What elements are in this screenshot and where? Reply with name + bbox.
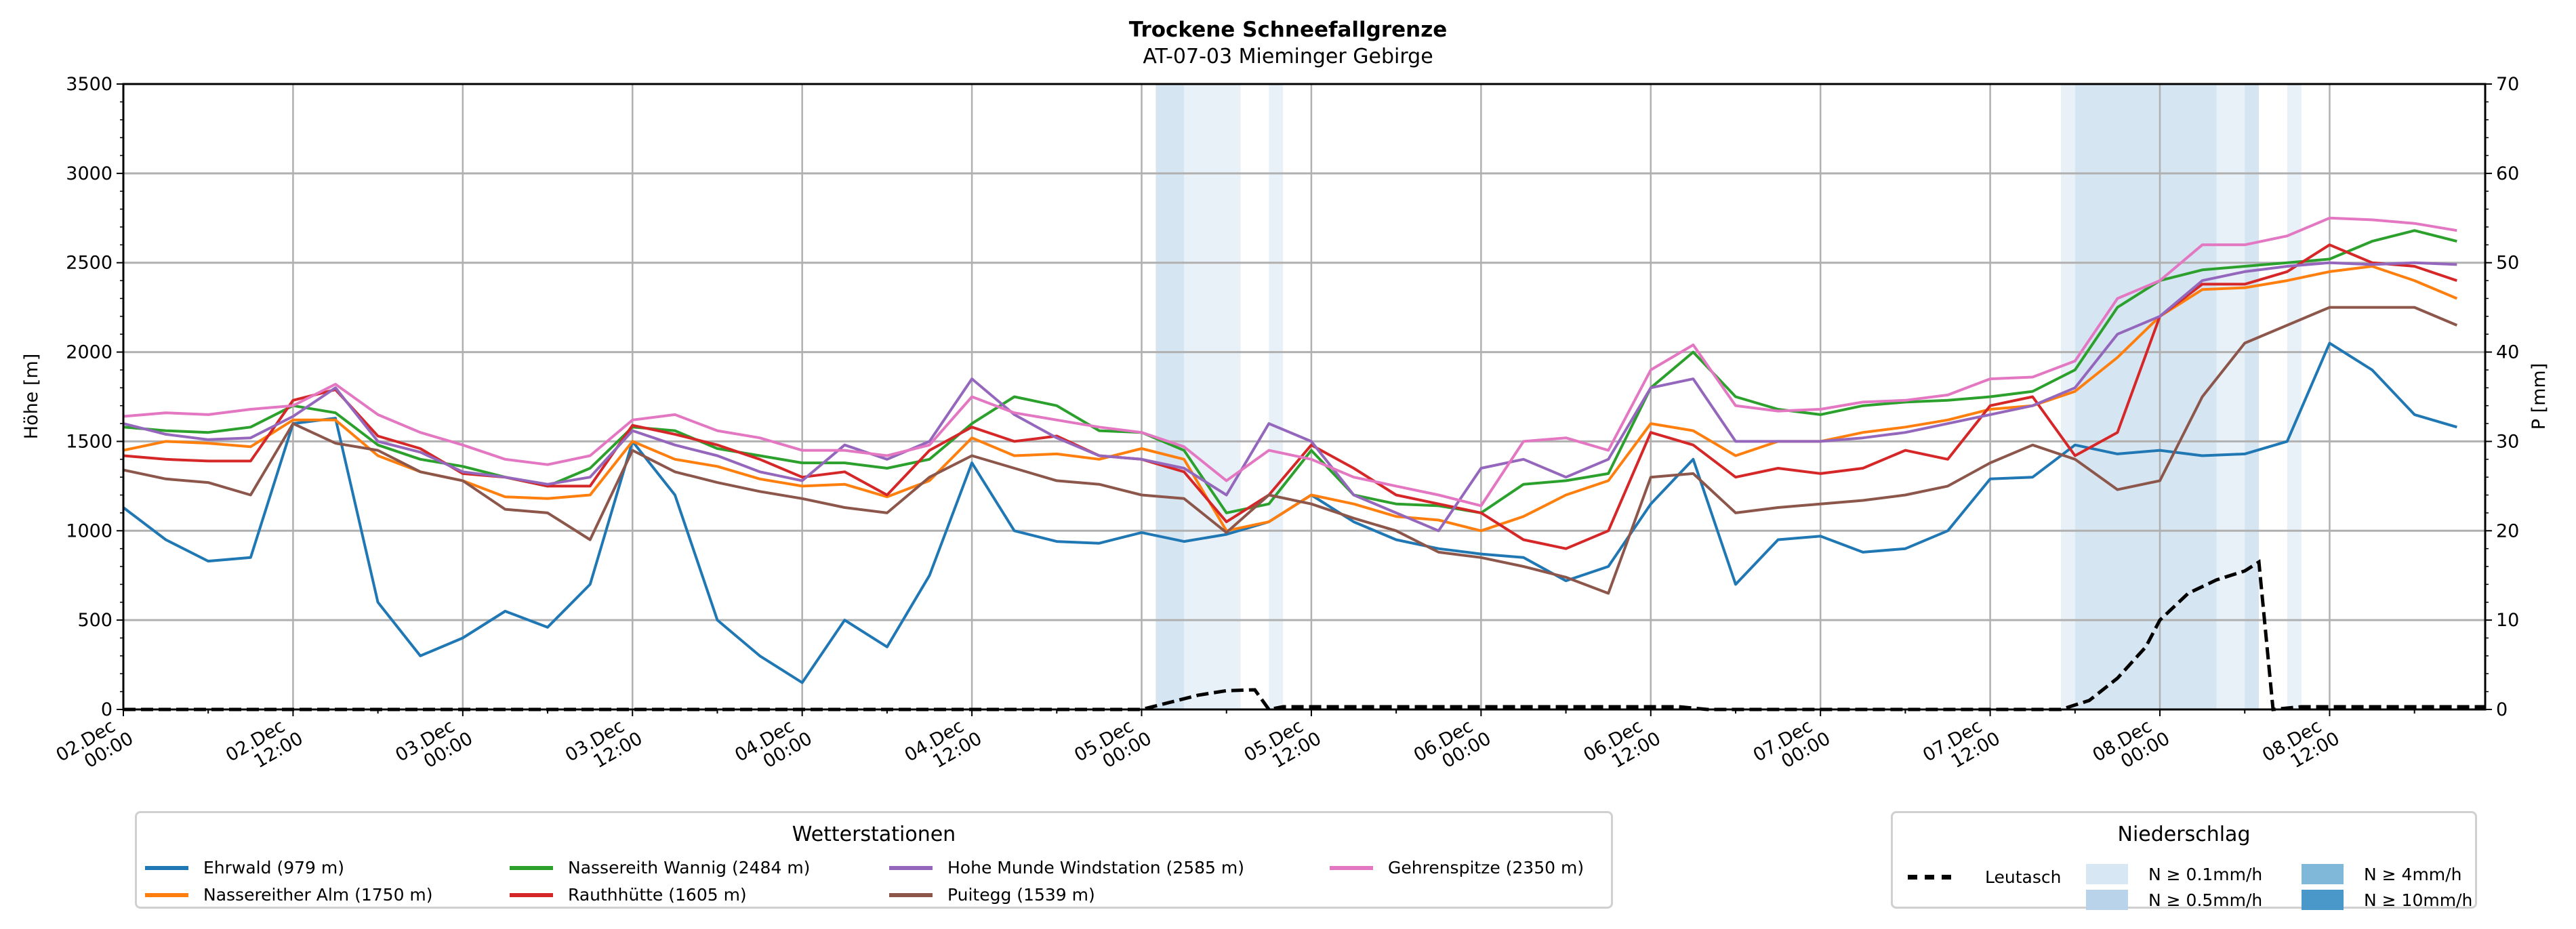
legend-label: Nassereither Alm (1750 m) <box>203 885 433 905</box>
series-line-1 <box>123 265 2458 533</box>
line-swatch-icon <box>889 892 933 897</box>
dashed-line-icon <box>1908 875 1951 880</box>
precip-band <box>2074 84 2217 709</box>
legend-item-station-5: Puitegg (1539 m) <box>889 885 1095 905</box>
legend-label: N ≥ 0.5mm/h <box>2148 890 2263 910</box>
precip-band <box>2216 84 2245 709</box>
legend-label: Ehrwald (979 m) <box>203 858 344 878</box>
y-tick-label: 0 <box>101 699 113 720</box>
y-right-tick-label: 60 <box>2496 163 2519 184</box>
precip-legend-title: Niederschlag <box>2117 823 2251 846</box>
legend-label: Gehrenspitze (2350 m) <box>1388 858 1585 878</box>
precip-band <box>1156 84 1185 709</box>
legend-item-station-3: Rauthhütte (1605 m) <box>510 885 747 905</box>
color-swatch <box>2086 890 2128 910</box>
series-line-4 <box>123 261 2457 533</box>
precip-band <box>1184 84 1241 709</box>
legend-item-station-1: Nassereither Alm (1750 m) <box>145 885 433 905</box>
y-right-tick-label: 0 <box>2496 699 2508 720</box>
line-swatch-icon <box>889 865 933 870</box>
legend-label: Rauthhütte (1605 m) <box>568 885 747 905</box>
y-axis-label: Höhe [m] <box>21 354 42 440</box>
y-right-tick-label: 70 <box>2496 74 2519 95</box>
y-axis-label-right: P [mm] <box>2529 363 2550 430</box>
precip-band <box>2245 84 2260 709</box>
legend-item-leutasch: Leutasch <box>1908 867 2061 887</box>
y-right-tick-label: 40 <box>2496 342 2519 363</box>
y-tick-label: 1500 <box>66 431 113 452</box>
precip-band <box>2287 84 2302 709</box>
color-swatch <box>2302 890 2344 910</box>
legend-item-station-0: Ehrwald (979 m) <box>145 858 344 878</box>
legend-label: Leutasch <box>1985 867 2062 887</box>
y-tick-label: 500 <box>77 610 113 631</box>
y-right-tick-label: 50 <box>2496 253 2519 274</box>
line-swatch-icon <box>510 892 553 897</box>
color-swatch <box>2086 864 2128 884</box>
legend-label: N ≥ 10mm/h <box>2364 890 2473 910</box>
legend-label: Nassereith Wannig (2484 m) <box>568 858 811 878</box>
y-tick-label: 3000 <box>66 163 113 184</box>
legend-item-precip-0: N ≥ 0.1mm/h <box>2086 864 2262 884</box>
stations-legend-title: Wetterstationen <box>792 823 956 846</box>
series-line-6 <box>123 216 2457 508</box>
legend-label: N ≥ 0.1mm/h <box>2148 864 2263 884</box>
y-tick-label: 3500 <box>66 74 113 95</box>
y-right-tick-label: 10 <box>2496 610 2519 631</box>
plot-frame <box>122 83 2487 711</box>
y-tick-label: 2500 <box>66 253 113 274</box>
chart-subtitle: AT-07-03 Mieminger Gebirge <box>1143 45 1433 68</box>
legend-item-station-6: Gehrenspitze (2350 m) <box>1330 858 1584 878</box>
y-tick-label: 2000 <box>66 342 113 363</box>
y-tick-label: 1000 <box>66 520 113 541</box>
chart-title: Trockene Schneefallgrenze <box>1128 18 1448 42</box>
line-swatch-icon <box>1330 865 1373 870</box>
legend-item-station-2: Nassereith Wannig (2484 m) <box>510 858 810 878</box>
stations-legend: Wetterstationen Ehrwald (979 m) Nassereit… <box>135 811 1613 909</box>
y-right-tick-label: 20 <box>2496 520 2519 541</box>
color-swatch <box>2302 864 2344 884</box>
series-line-5 <box>123 306 2458 595</box>
legend-item-station-4: Hohe Munde Windstation (2585 m) <box>889 858 1244 878</box>
legend-item-precip-2: N ≥ 4mm/h <box>2302 864 2461 884</box>
legend-label: N ≥ 4mm/h <box>2364 864 2462 884</box>
line-swatch-icon <box>145 892 188 897</box>
line-swatch-icon <box>145 865 188 870</box>
line-swatch-icon <box>510 865 553 870</box>
precip-line-leutasch <box>123 559 2485 711</box>
legend-label: Puitegg (1539 m) <box>947 885 1095 905</box>
precip-band <box>1269 84 1284 709</box>
precip-band <box>2060 84 2075 709</box>
precip-legend: Niederschlag Leutasch N ≥ 0.1mm/h N ≥ 0.… <box>1891 811 2477 910</box>
legend-item-precip-1: N ≥ 0.5mm/h <box>2086 890 2262 910</box>
y-right-tick-label: 30 <box>2496 431 2519 452</box>
legend-item-precip-3: N ≥ 10mm/h <box>2302 890 2472 910</box>
legend-label: Hohe Munde Windstation (2585 m) <box>947 858 1244 878</box>
